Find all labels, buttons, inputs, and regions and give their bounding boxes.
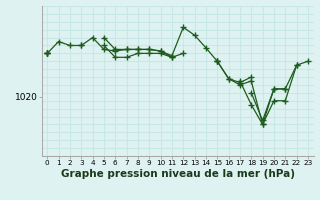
X-axis label: Graphe pression niveau de la mer (hPa): Graphe pression niveau de la mer (hPa) [60, 169, 295, 179]
